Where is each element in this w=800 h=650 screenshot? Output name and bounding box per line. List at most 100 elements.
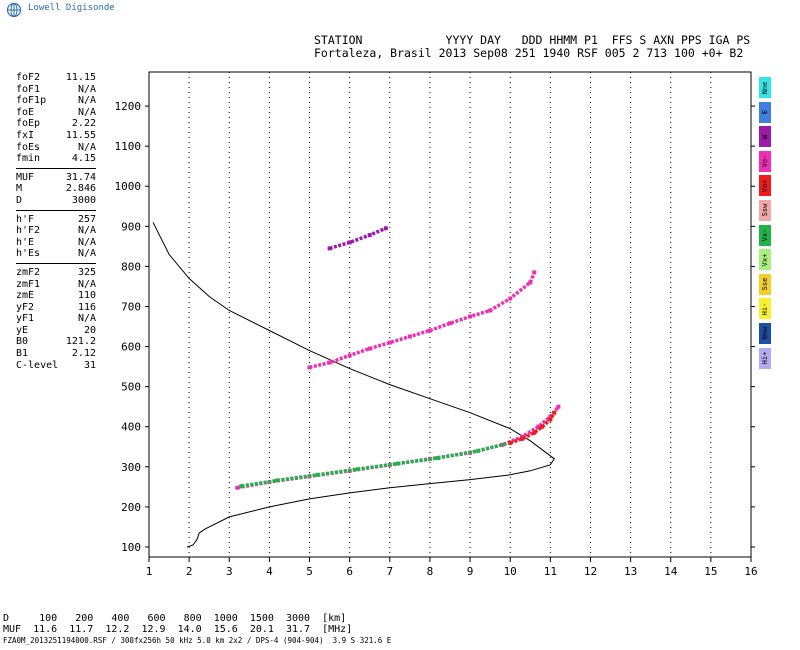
param-row: zmF2 325: [16, 267, 96, 279]
param-row: foEp 2.22: [16, 118, 96, 130]
echo-point: [548, 414, 553, 419]
param-name: h'F: [16, 213, 35, 225]
legend-label: W: [761, 134, 769, 139]
x-tick-label: 5: [306, 565, 313, 578]
electron-density-profile: [152, 222, 555, 548]
param-separator: [16, 167, 96, 169]
echo-point: [347, 240, 352, 245]
param-row: foE N/A: [16, 107, 96, 119]
x-tick-label: 10: [504, 565, 517, 578]
echo-point: [536, 424, 541, 429]
echo-point: [383, 226, 388, 231]
param-name: zmE: [16, 290, 35, 302]
y-tick-label: 1000: [115, 180, 142, 193]
param-name: C-level: [16, 359, 59, 371]
y-tick-label: 700: [121, 300, 141, 313]
echo-point: [520, 436, 525, 441]
param-value: 11.15: [65, 72, 96, 83]
y-tick-label: 600: [121, 341, 141, 354]
echo-trace: [329, 226, 387, 251]
param-name: B1: [16, 348, 29, 360]
legend-swatch: Vo+: [759, 175, 771, 197]
echo-point: [500, 442, 505, 447]
x-tick-label: 14: [664, 565, 678, 578]
param-name: zmF1: [16, 278, 41, 290]
param-name: foEp: [16, 118, 41, 130]
x-tick-label: 3: [226, 565, 233, 578]
param-value: N/A: [77, 106, 96, 118]
header-labels: STATION YYYY DAY DDD HHMM P1 FFS S AXN P…: [314, 33, 751, 47]
param-value: 121.2: [65, 336, 96, 348]
echo-point: [367, 233, 372, 238]
param-row: foF1 N/A: [16, 84, 96, 96]
param-name: yF2: [16, 301, 35, 313]
logo-text: Lowell Digisonde: [28, 3, 115, 13]
x-tick-label: 8: [427, 565, 434, 578]
param-value: 2.12: [71, 348, 96, 360]
legend-label: Hi-: [761, 302, 769, 316]
param-row: B0 121.2: [16, 336, 96, 348]
y-tick-label: 400: [121, 421, 141, 434]
param-value: 2.22: [71, 118, 96, 130]
y-tick-label: 300: [121, 461, 141, 474]
param-name: foF2: [16, 72, 41, 83]
echo-point: [540, 424, 545, 429]
param-row: fxI 11.55: [16, 130, 96, 142]
footer-file-info: FZA0M_2013251194000.RSF / 300fx256h 50 k…: [3, 636, 392, 645]
legend-label: Nne: [761, 81, 769, 94]
x-tick-label: 1: [146, 565, 153, 578]
param-name: foF1p: [16, 95, 47, 107]
param-row: M 2.846: [16, 183, 96, 195]
param-row: foF2 11.15: [16, 72, 96, 84]
legend-swatch: W: [759, 126, 771, 148]
y-tick-label: 1100: [115, 140, 142, 153]
param-row: h'F2 N/A: [16, 225, 96, 237]
param-value: N/A: [77, 83, 96, 95]
legend-label: Vx+: [761, 253, 769, 266]
footer-muf-row: MUF 11.6 11.7 12.2 12.9 14.0 15.6 20.1 3…: [3, 624, 353, 635]
echo-point: [436, 456, 440, 460]
echo-point: [556, 404, 561, 409]
plot-frame: [148, 71, 752, 558]
param-value: 116: [77, 301, 96, 313]
legend-label: Ssw: [761, 204, 769, 217]
echo-point: [239, 484, 244, 489]
legend-swatch: Sse: [759, 273, 771, 295]
param-value: 20: [83, 324, 96, 336]
echo-point: [387, 340, 392, 345]
param-name: fmin: [16, 153, 41, 165]
param-value: 11.55: [65, 129, 96, 141]
legend-swatch: Ssw: [759, 199, 771, 221]
param-row: C-level 31: [16, 360, 96, 372]
echo-point: [528, 280, 533, 285]
param-name: M: [16, 183, 23, 195]
legend-swatch: Nnw: [759, 322, 771, 344]
x-tick-label: 2: [186, 565, 193, 578]
param-name: foEs: [16, 141, 41, 153]
y-tick-label: 500: [121, 381, 141, 394]
footer-distance-row: D 100 200 400 600 800 1000 1500 3000 [km…: [3, 613, 347, 624]
echo-trace: [309, 271, 536, 370]
footer-info: D 100 200 400 600 800 1000 1500 3000 [km…: [3, 613, 391, 646]
y-tick-label: 1200: [115, 100, 142, 113]
legend-label: Vx-: [761, 228, 769, 242]
param-name: zmF2: [16, 266, 41, 278]
x-tick-label: 12: [584, 565, 597, 578]
param-value: N/A: [77, 141, 96, 153]
echo-point: [367, 346, 372, 351]
lowell-digisonde-logo: Lowell Digisonde: [6, 2, 126, 20]
param-name: h'Es: [16, 248, 41, 260]
param-name: D: [16, 194, 23, 206]
header-values: Fortaleza, Brasil 2013 Sep08 251 1940 RS…: [314, 46, 744, 60]
param-row: h'Es N/A: [16, 248, 96, 260]
echo-point: [327, 360, 332, 365]
param-row: yF2 116: [16, 302, 96, 314]
globe-icon: [6, 2, 22, 18]
param-separator: [16, 262, 96, 264]
param-row: fmin 4.15: [16, 153, 96, 165]
echo-point: [552, 410, 557, 415]
param-value: N/A: [77, 225, 96, 237]
echo-point: [347, 353, 352, 358]
y-tick-label: 900: [121, 220, 141, 233]
param-name: foE: [16, 106, 35, 118]
